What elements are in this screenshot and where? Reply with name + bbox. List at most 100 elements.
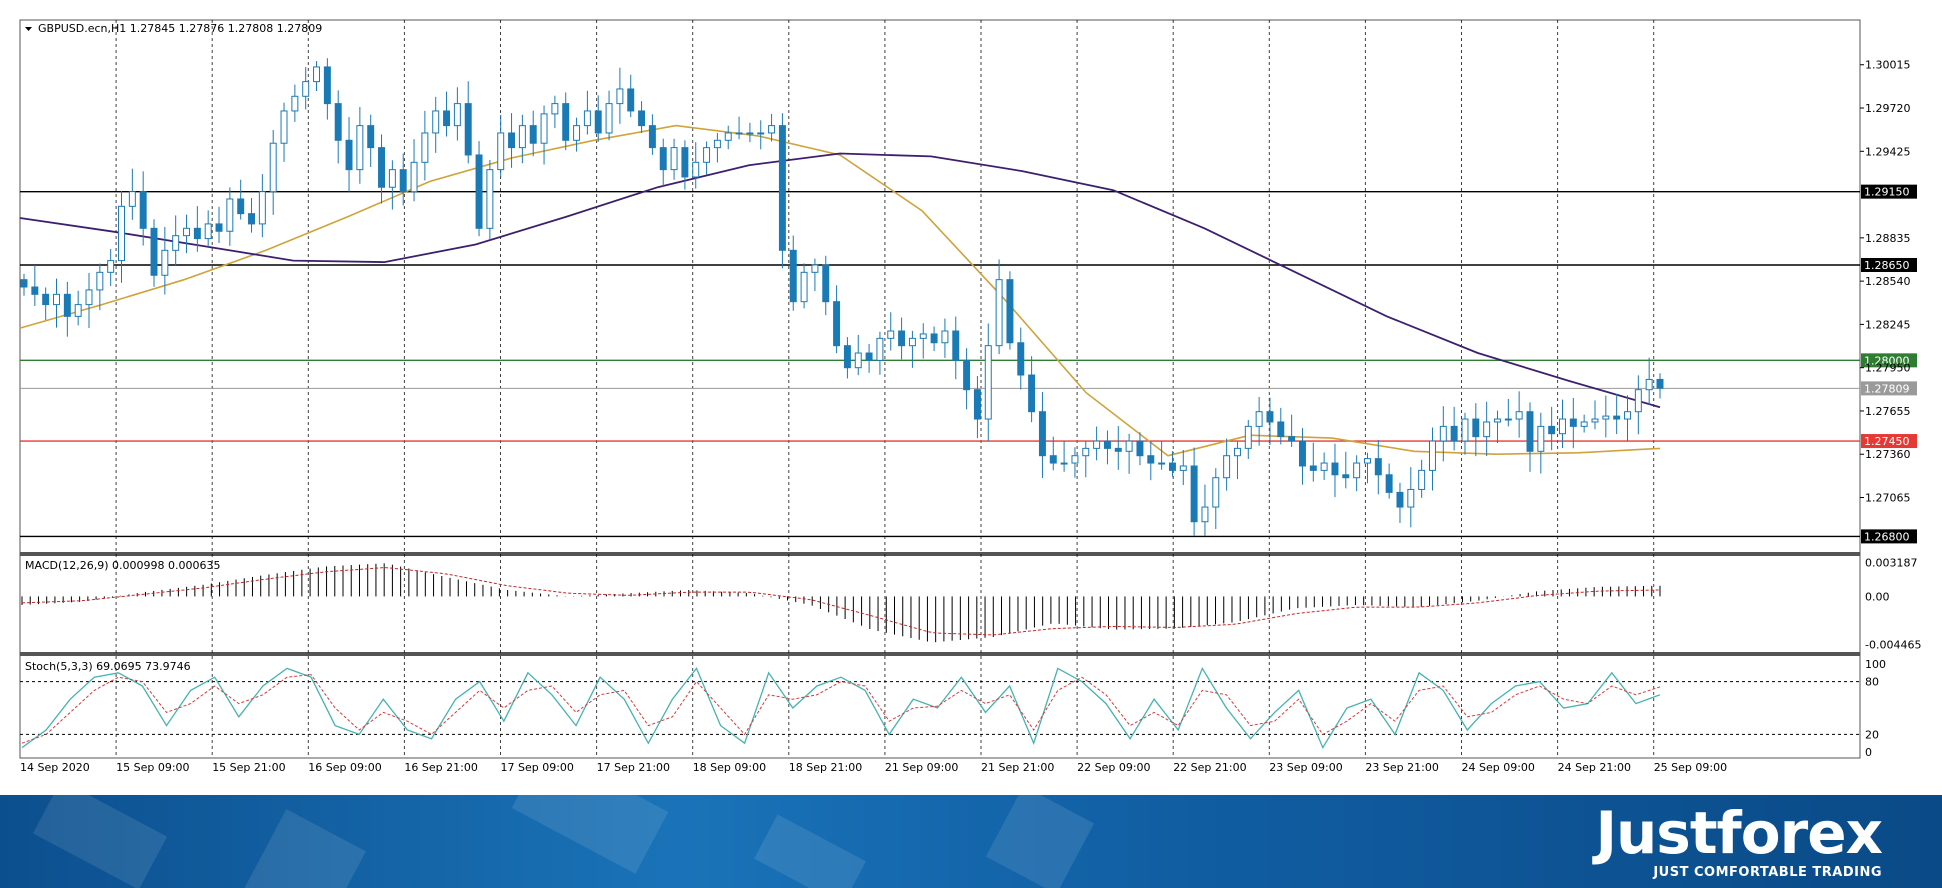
stoch-y-tick-label: 20 [1865, 728, 1879, 741]
candle-body [204, 223, 212, 240]
candle-body [1071, 455, 1079, 464]
candle-body [594, 110, 602, 134]
y-tick-label: 1.29720 [1865, 102, 1911, 115]
candle-body [1244, 425, 1252, 449]
candle-body [789, 249, 797, 303]
candle-body [583, 110, 591, 127]
x-tick-label: 18 Sep 21:00 [789, 761, 862, 774]
grid [115, 20, 1655, 758]
candle-body [139, 191, 147, 229]
candle-body [421, 132, 429, 163]
candle-body [1320, 462, 1328, 471]
candle-body [334, 103, 342, 141]
candle-body [1483, 421, 1491, 438]
candle-body [638, 110, 646, 127]
candle-body [356, 125, 364, 171]
candle-body [1288, 436, 1296, 442]
level-label: 1.28000 [1864, 354, 1910, 367]
candle-body [800, 271, 808, 303]
macd-y-tick-label: -0.004465 [1865, 638, 1921, 651]
candle-body [518, 125, 526, 149]
candle-body [107, 260, 115, 273]
candle-body [291, 95, 299, 112]
candle-body [96, 271, 104, 291]
candle-body [778, 125, 786, 251]
candle-body [952, 330, 960, 361]
brand-name: Justforex [1595, 799, 1883, 867]
candle-body [703, 147, 711, 163]
candle-body [1602, 415, 1610, 420]
x-tick-label: 25 Sep 09:00 [1654, 761, 1727, 774]
candle-body [74, 304, 82, 317]
brand-tagline: JUST COMFORTABLE TRADING [1653, 865, 1882, 880]
moving-averages [19, 124, 1661, 457]
x-tick-label: 22 Sep 09:00 [1077, 761, 1150, 774]
candle-body [1548, 425, 1556, 435]
macd-panel-frame [19, 554, 1861, 655]
candle-body [551, 103, 559, 115]
level-label: 1.28650 [1864, 259, 1910, 272]
time-axis: 14 Sep 2020 15 Sep 09:00 15 Sep 21:00 16 Se… [20, 761, 1727, 774]
candle-body [1428, 440, 1436, 471]
level-label-box [1861, 381, 1917, 396]
candle-body [1190, 465, 1198, 523]
y-tick-label: 1.27360 [1865, 448, 1911, 461]
candle-body [118, 205, 125, 262]
stoch-signal-line [21, 674, 1661, 744]
x-tick-label: 16 Sep 21:00 [404, 761, 477, 774]
candle-body [150, 227, 158, 276]
candle-body [1526, 411, 1534, 452]
candle-body [237, 198, 245, 215]
candle-body [443, 110, 451, 127]
candle-body [248, 213, 256, 225]
stoch-y-tick-label: 0 [1865, 746, 1872, 759]
candle-body [1363, 458, 1371, 464]
candle-body [963, 359, 971, 391]
collapse-arrow-icon[interactable] [25, 27, 32, 31]
candle-body [1038, 411, 1046, 457]
candle-body [854, 352, 862, 369]
candle-body [833, 301, 841, 347]
y-tick-label: 1.28835 [1865, 232, 1911, 245]
candle-body [323, 66, 331, 105]
candle-body [486, 169, 494, 229]
candle-body [1223, 455, 1231, 479]
x-tick-label: 17 Sep 21:00 [597, 761, 670, 774]
candle-body [1494, 418, 1501, 423]
candle-body [258, 191, 266, 225]
x-tick-label: 17 Sep 09:00 [501, 761, 574, 774]
candle-body [172, 235, 180, 251]
candle-body [843, 345, 851, 369]
ma200-line [19, 152, 1661, 409]
stoch-y-tick-label: 80 [1865, 676, 1879, 689]
candle-body [757, 132, 765, 135]
y-tick-label: 1.29425 [1865, 145, 1911, 158]
candle-body [1385, 474, 1393, 493]
candle-body [1017, 342, 1025, 376]
candle-body [930, 333, 938, 344]
candle-body [1136, 440, 1144, 457]
candle-body [941, 330, 949, 344]
x-tick-label: 24 Sep 21:00 [1558, 761, 1631, 774]
footer-banner [0, 795, 1942, 888]
candle-body [1028, 374, 1036, 413]
candle-body [1277, 421, 1285, 438]
candle-body [573, 125, 581, 141]
macd-y-tick-label: 0.00 [1865, 590, 1890, 603]
candle-body [648, 125, 656, 149]
stoch-panel-frame [19, 654, 1861, 759]
candle-body [388, 169, 396, 188]
candle-body [1201, 506, 1209, 523]
x-tick-label: 23 Sep 09:00 [1269, 761, 1342, 774]
candle-body [269, 142, 277, 193]
candle-body [367, 125, 375, 149]
ma50-line [19, 124, 1661, 457]
candle-body [1179, 465, 1187, 471]
candle-body [1439, 425, 1447, 442]
level-label: 1.27450 [1864, 435, 1910, 448]
price-axis: 1.30015 1.29720 1.29425 1.28835 1.28540 1.282… [1860, 59, 1911, 505]
candle-body [53, 293, 60, 306]
candle-body [811, 264, 819, 273]
candle-body [1407, 488, 1415, 508]
level-label: 1.26800 [1864, 530, 1910, 543]
